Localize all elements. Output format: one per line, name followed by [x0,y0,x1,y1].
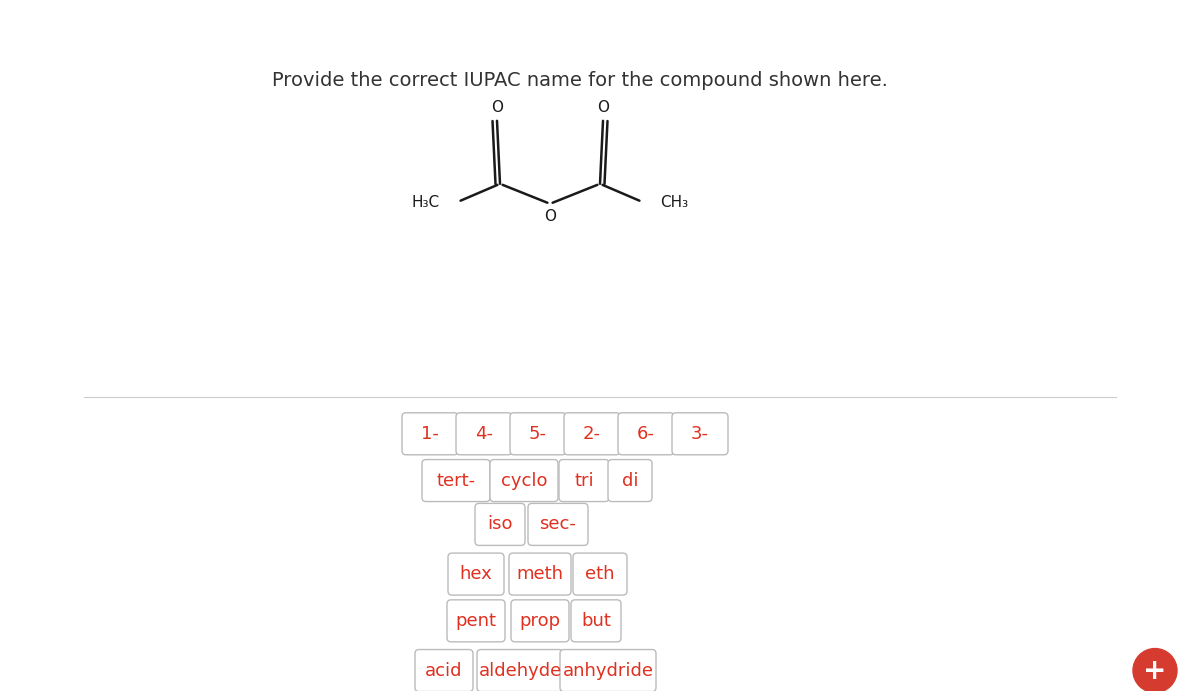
Text: hex: hex [460,565,492,583]
FancyBboxPatch shape [422,460,490,502]
Text: meth: meth [516,565,564,583]
FancyBboxPatch shape [574,553,628,595]
Text: prop: prop [520,612,560,630]
Text: but: but [581,612,611,630]
FancyBboxPatch shape [475,503,526,545]
Text: pent: pent [456,612,497,630]
Text: +: + [1144,656,1166,685]
Text: cyclo: cyclo [500,471,547,489]
FancyBboxPatch shape [618,413,674,455]
Circle shape [1133,649,1177,691]
Text: aldehyde: aldehyde [479,661,562,679]
Text: 4-: 4- [475,425,493,443]
FancyBboxPatch shape [490,460,558,502]
Text: 5-: 5- [529,425,547,443]
Text: 2-: 2- [583,425,601,443]
FancyBboxPatch shape [456,413,512,455]
Text: Submit: Submit [1094,15,1158,32]
Text: O: O [598,100,610,115]
Text: CH₃: CH₃ [660,196,688,210]
Text: tert-: tert- [437,471,475,489]
Text: iso: iso [487,515,512,533]
FancyBboxPatch shape [415,650,473,691]
Text: ‹: ‹ [30,12,40,35]
FancyBboxPatch shape [560,650,656,691]
Text: di: di [622,471,638,489]
FancyBboxPatch shape [478,650,563,691]
FancyBboxPatch shape [528,503,588,545]
FancyBboxPatch shape [608,460,652,502]
FancyBboxPatch shape [448,553,504,595]
FancyBboxPatch shape [511,600,569,642]
Text: tri: tri [574,471,594,489]
FancyBboxPatch shape [564,413,620,455]
Text: O: O [544,209,556,224]
Text: Question 22 of 25: Question 22 of 25 [520,15,680,32]
FancyBboxPatch shape [559,460,610,502]
Text: anhydride: anhydride [563,661,654,679]
FancyBboxPatch shape [446,600,505,642]
FancyBboxPatch shape [510,413,566,455]
Text: acid: acid [425,661,463,679]
FancyBboxPatch shape [571,600,622,642]
FancyBboxPatch shape [509,553,571,595]
Text: H₃C: H₃C [412,196,440,210]
FancyBboxPatch shape [672,413,728,455]
Text: eth: eth [586,565,614,583]
Text: 1-: 1- [421,425,439,443]
Text: sec-: sec- [540,515,576,533]
Text: O: O [491,100,503,115]
Text: Provide the correct IUPAC name for the compound shown here.: Provide the correct IUPAC name for the c… [272,71,888,91]
Text: 3-: 3- [691,425,709,443]
FancyBboxPatch shape [402,413,458,455]
Text: 6-: 6- [637,425,655,443]
